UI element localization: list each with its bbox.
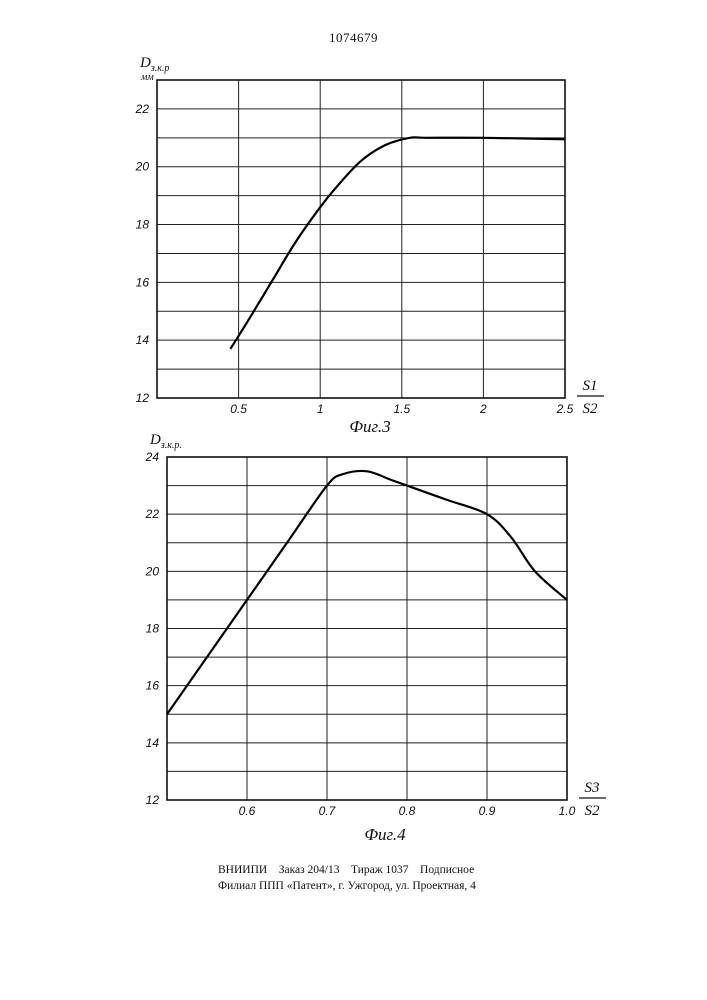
y-tick-label: 16 [136, 275, 150, 289]
chart-2: 0.6 0.7 0.8 0.9 1.0 12 14 16 18 20 22 24Dз.к.р. S3 S2… [145, 432, 606, 844]
y-tick-label: 14 [136, 333, 150, 347]
figure-caption: Фиг.3 [349, 417, 390, 436]
x-tick-label: 1.5 [393, 402, 410, 416]
y-tick-label: 18 [136, 218, 150, 232]
y-tick-label: 12 [146, 793, 160, 807]
x-axis-label-numerator: S1 [583, 378, 598, 394]
x-tick-label: 0.5 [230, 402, 247, 416]
x-axis-label-numerator: S3 [585, 780, 600, 796]
y-tick-label: 24 [145, 450, 160, 464]
y-tick-label: 22 [135, 102, 150, 116]
x-tick-label: 0.8 [399, 804, 416, 818]
x-tick-label: 2 [479, 402, 487, 416]
y-tick-label: 22 [145, 507, 160, 521]
imprint-order: Заказ 204/13 [279, 864, 340, 876]
plot-frame [157, 80, 565, 398]
series-line [230, 137, 565, 349]
x-tick-label: 1.0 [559, 804, 576, 818]
y-tick-label: 20 [145, 564, 160, 578]
x-tick-label: 1 [317, 402, 324, 416]
y-tick-label: 16 [146, 679, 160, 693]
x-axis-label-denominator: S2 [583, 401, 599, 417]
imprint-org: ВНИИПИ [218, 864, 267, 876]
y-axis-label: Dз.к.р. [149, 432, 182, 451]
series-line [167, 471, 567, 714]
y-tick-label: 12 [136, 391, 150, 405]
x-tick-label: 0.7 [319, 804, 337, 818]
figure-caption: Фиг.4 [364, 825, 406, 844]
imprint-line-1: ВНИИПИ Заказ 204/13 Тираж 1037 Подписное [218, 862, 476, 878]
chart-1: 0.511.522.5121416182022Dз.к.рммS1S2Фиг.3 [135, 55, 604, 436]
y-tick-label: 18 [146, 622, 160, 636]
y-tick-label: 20 [135, 160, 150, 174]
imprint-line-2: Филиал ППП «Патент», г. Ужгород, ул. Про… [218, 878, 476, 894]
x-tick-label: 0.6 [239, 804, 256, 818]
imprint-subscription: Подписное [420, 864, 474, 876]
x-tick-label: 2.5 [556, 402, 574, 416]
imprint-footer: ВНИИПИ Заказ 204/13 Тираж 1037 Подписное… [218, 862, 476, 894]
y-tick-label: 14 [146, 736, 160, 750]
y-axis-unit: мм [140, 72, 154, 83]
x-axis-label-denominator: S2 [585, 803, 601, 819]
imprint-circulation: Тираж 1037 [351, 864, 409, 876]
x-tick-label: 0.9 [479, 804, 496, 818]
